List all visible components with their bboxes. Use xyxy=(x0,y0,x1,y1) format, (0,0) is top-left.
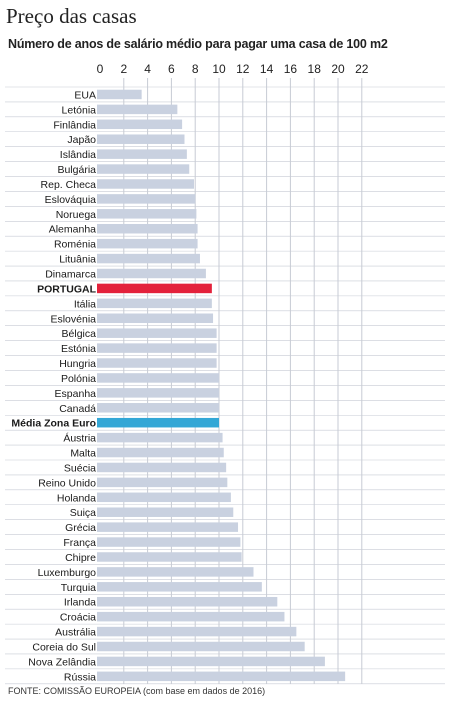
category-label: Alemanha xyxy=(49,224,96,236)
category-label: Finlândia xyxy=(53,119,96,131)
bar xyxy=(97,641,305,652)
x-tick-label: 14 xyxy=(260,62,274,76)
bar xyxy=(97,313,214,324)
bar xyxy=(97,537,241,547)
source-note: FONTE: COMISSÃO EUROPEIA (com base em da… xyxy=(8,686,266,696)
bar xyxy=(97,567,254,577)
x-tick-label: 12 xyxy=(236,62,250,76)
category-label: Letónia xyxy=(62,104,97,116)
bar xyxy=(97,119,183,130)
category-label: Turquia xyxy=(61,582,96,594)
x-tick-label: 20 xyxy=(331,62,345,76)
x-tick-label: 18 xyxy=(308,62,322,76)
x-tick-label: 8 xyxy=(192,62,199,76)
category-label: Itália xyxy=(74,298,96,310)
x-tick-label: 16 xyxy=(284,62,298,76)
bar xyxy=(97,179,195,189)
category-label: Polónia xyxy=(61,373,96,385)
category-label: Croácia xyxy=(60,612,96,624)
category-label: Suécia xyxy=(64,462,96,474)
bar xyxy=(97,596,278,607)
category-label: Roménia xyxy=(54,239,96,251)
category-label: Grécia xyxy=(65,522,96,534)
bar xyxy=(97,298,212,309)
bar xyxy=(97,477,228,488)
category-label: Bulgária xyxy=(57,164,96,176)
bar xyxy=(97,582,262,592)
x-tick-label: 10 xyxy=(212,62,226,76)
bar xyxy=(97,89,142,100)
category-label: Áustria xyxy=(63,432,96,445)
bar xyxy=(97,253,200,264)
bar xyxy=(97,522,239,532)
x-tick-label: 2 xyxy=(120,62,127,76)
bar xyxy=(97,611,285,622)
category-label: Coreia do Sul xyxy=(32,642,96,654)
bar xyxy=(97,403,219,413)
category-label: Noruega xyxy=(56,209,96,221)
category-label: Bélgica xyxy=(62,328,97,340)
category-label: Eslovénia xyxy=(50,313,96,325)
category-label: Islândia xyxy=(60,149,96,161)
category-label: Malta xyxy=(70,448,96,460)
category-label: Hungria xyxy=(59,358,96,370)
bar xyxy=(97,388,219,398)
category-label: Espanha xyxy=(55,388,97,400)
bar xyxy=(97,104,178,115)
bar xyxy=(97,268,206,279)
bar xyxy=(97,164,190,174)
category-label: Dinamarca xyxy=(45,269,96,281)
bar xyxy=(97,492,231,503)
category-label: Nova Zelândia xyxy=(28,656,96,668)
bar xyxy=(97,238,198,249)
bar xyxy=(97,671,346,682)
category-label: Japão xyxy=(67,134,96,146)
bar xyxy=(97,149,187,159)
category-label: Canadá xyxy=(59,403,96,415)
bar xyxy=(97,447,224,458)
category-label: Reino Unido xyxy=(38,477,96,489)
category-label: Rep. Checa xyxy=(41,179,97,191)
bar xyxy=(97,462,227,473)
bar xyxy=(97,626,297,637)
category-label: Luxemburgo xyxy=(38,567,97,579)
bar xyxy=(97,343,217,353)
category-label: França xyxy=(63,537,96,549)
x-tick-label: 0 xyxy=(97,62,104,76)
bar xyxy=(97,507,234,517)
category-label: Chipre xyxy=(65,552,96,564)
category-label: Holanda xyxy=(57,492,96,504)
bar xyxy=(97,223,198,234)
category-label: Média Zona Euro xyxy=(11,418,96,430)
bar xyxy=(97,358,217,368)
bar xyxy=(97,209,197,219)
category-label: Lituânia xyxy=(59,254,96,266)
bar xyxy=(97,283,212,294)
chart-title: Preço das casas xyxy=(6,4,137,28)
bar xyxy=(97,432,223,443)
bar xyxy=(97,194,196,204)
category-label: Suiça xyxy=(70,507,96,519)
bar xyxy=(97,552,242,562)
bar xyxy=(97,656,325,667)
bar xyxy=(97,417,219,428)
category-label: Austrália xyxy=(55,627,96,639)
x-tick-label: 22 xyxy=(355,62,369,76)
chart-subtitle: Número de anos de salário médio para pag… xyxy=(8,37,388,51)
bar xyxy=(97,134,185,144)
x-tick-label: 4 xyxy=(144,62,151,76)
category-label: PORTUGAL xyxy=(37,283,97,295)
bar xyxy=(97,328,217,338)
category-label: Irlanda xyxy=(64,597,96,609)
category-label: Estónia xyxy=(61,343,96,355)
bar xyxy=(97,373,219,383)
category-label: Rússia xyxy=(64,671,96,683)
category-label: Eslováquia xyxy=(45,194,97,206)
x-tick-label: 6 xyxy=(168,62,175,76)
category-label: EUA xyxy=(74,89,96,101)
